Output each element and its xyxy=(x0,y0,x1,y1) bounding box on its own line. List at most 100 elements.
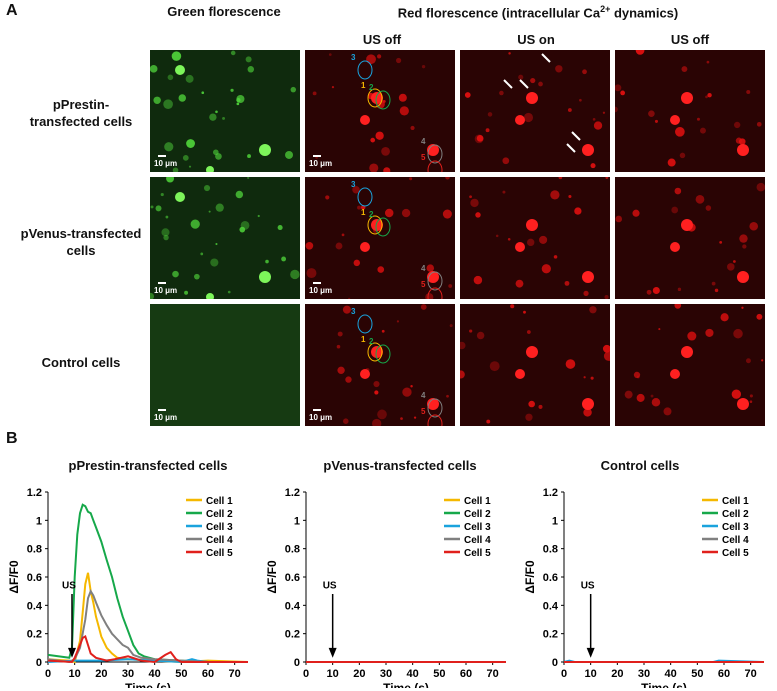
red-fluorescence-image: 1 2 3 4 5 10 μm xyxy=(305,177,455,299)
row-label-pvenus: pVenus-transfected cells xyxy=(20,226,142,258)
y-tick-label: 1.2 xyxy=(27,487,42,499)
scale-bar: 10 μm xyxy=(309,282,332,295)
us-annotation: US xyxy=(62,580,76,591)
cell-number-label: 3 xyxy=(351,53,356,62)
y-tick-label: 1 xyxy=(36,515,42,527)
legend-label: Cell 1 xyxy=(464,496,491,507)
legend-label: Cell 1 xyxy=(722,496,749,507)
cell-number-label: 5 xyxy=(421,153,426,162)
x-tick-label: 50 xyxy=(175,668,187,680)
chart-control: 0 0.2 0.4 0.6 0.8 1 1.2 0 10 20 30 40 50 60 70 Time (s)… xyxy=(523,487,765,688)
scale-bar: 10 μm xyxy=(154,155,177,168)
y-tick-label: 0.6 xyxy=(543,572,558,584)
y-tick-label: 0.4 xyxy=(27,600,43,612)
y-tick-label: 0.8 xyxy=(27,544,42,556)
green-header: Green florescence xyxy=(167,4,281,19)
y-axis-label: ΔF/F0 xyxy=(7,560,21,594)
x-tick-label: 10 xyxy=(585,668,597,680)
x-tick-label: 30 xyxy=(380,668,392,680)
cell-number-label: 1 xyxy=(361,208,366,217)
y-tick-label: 0.6 xyxy=(27,572,42,584)
legend-label: Cell 3 xyxy=(464,522,491,533)
legend-label: Cell 3 xyxy=(206,522,233,533)
x-tick-label: 60 xyxy=(460,668,472,680)
y-axis-label: ΔF/F0 xyxy=(265,560,279,594)
legend-label: Cell 5 xyxy=(464,548,491,559)
x-tick-label: 30 xyxy=(122,668,134,680)
legend-label: Cell 1 xyxy=(206,496,233,507)
x-tick-label: 40 xyxy=(665,668,677,680)
green-fluorescence-image: 10 μm xyxy=(150,177,300,299)
scale-bar: 10 μm xyxy=(154,282,177,295)
chart-title-pvenus: pVenus-transfected cells xyxy=(323,458,477,473)
red-fluorescence-image xyxy=(615,50,765,172)
series-line-cell-5 xyxy=(47,635,248,664)
cell-number-label: 2 xyxy=(369,210,374,219)
cell-number-label: 4 xyxy=(421,391,426,400)
x-tick-label: 20 xyxy=(95,668,107,680)
y-tick-label: 1 xyxy=(552,515,558,527)
us-arrowhead xyxy=(68,647,76,658)
x-tick-label: 40 xyxy=(407,668,419,680)
y-axis-label: ΔF/F0 xyxy=(523,560,537,594)
y-tick-label: 0.8 xyxy=(543,544,558,556)
cell-number-label: 2 xyxy=(369,337,374,346)
y-tick-label: 0.2 xyxy=(27,629,42,641)
x-tick-label: 0 xyxy=(303,668,309,680)
y-tick-label: 0.2 xyxy=(543,629,558,641)
cell-number-label: 4 xyxy=(421,137,426,146)
x-tick-label: 20 xyxy=(353,668,365,680)
us-arrowhead xyxy=(586,647,595,658)
legend-label: Cell 3 xyxy=(722,522,749,533)
x-axis-label: Time (s) xyxy=(125,681,171,688)
chart-title-control: Control cells xyxy=(600,458,680,473)
red-fluorescence-image xyxy=(615,304,765,426)
col-label-us-off-1: US off xyxy=(362,32,402,47)
y-tick-label: 1 xyxy=(294,515,300,527)
red-fluorescence-image xyxy=(460,50,610,172)
us-annotation: US xyxy=(323,580,337,591)
chart-pvenus: 0 0.2 0.4 0.6 0.8 1 1.2 0 10 20 30 40 50 60 70 Time (s)… xyxy=(265,487,506,688)
legend-label: Cell 2 xyxy=(206,509,233,520)
cell-number-label: 4 xyxy=(421,264,426,273)
panel-b-letter: B xyxy=(6,430,18,447)
red-header: Red florescence (intracellular Ca2+ dyna… xyxy=(397,4,679,21)
x-tick-label: 70 xyxy=(487,668,499,680)
x-tick-label: 60 xyxy=(202,668,214,680)
cell-number-label: 1 xyxy=(361,81,366,90)
cell-number-label: 3 xyxy=(351,180,356,189)
y-tick-label: 0.4 xyxy=(285,600,301,612)
panel-a-letter: A xyxy=(6,2,18,19)
y-tick-label: 0 xyxy=(552,657,558,669)
x-tick-label: 70 xyxy=(745,668,757,680)
x-tick-label: 10 xyxy=(69,668,81,680)
legend-label: Cell 5 xyxy=(206,548,233,559)
row-label-control: Control cells xyxy=(41,355,121,370)
y-tick-label: 0 xyxy=(36,657,42,669)
x-tick-label: 50 xyxy=(691,668,703,680)
x-tick-label: 20 xyxy=(611,668,623,680)
scale-bar: 10 μm xyxy=(309,155,332,168)
chart-title-pprestin: pPrestin-transfected cells xyxy=(68,458,228,473)
y-tick-label: 1.2 xyxy=(285,487,300,499)
x-tick-label: 40 xyxy=(149,668,161,680)
y-tick-label: 1.2 xyxy=(543,487,558,499)
cell-number-label: 1 xyxy=(361,335,366,344)
legend-label: Cell 5 xyxy=(722,548,749,559)
red-fluorescence-image: 1 2 3 4 5 10 μm xyxy=(305,304,455,426)
x-axis-label: Time (s) xyxy=(641,681,687,688)
legend-label: Cell 4 xyxy=(206,535,233,546)
col-label-us-on: US on xyxy=(517,32,555,47)
col-label-us-off-2: US off xyxy=(670,32,710,47)
us-arrowhead xyxy=(328,647,337,658)
y-tick-label: 0.4 xyxy=(543,600,559,612)
cell-number-label: 5 xyxy=(421,407,426,416)
legend-label: Cell 2 xyxy=(722,509,749,520)
x-tick-label: 70 xyxy=(229,668,241,680)
y-tick-label: 0.2 xyxy=(285,629,300,641)
red-fluorescence-image xyxy=(460,304,610,426)
scale-bar: 10 μm xyxy=(309,409,332,422)
red-fluorescence-image xyxy=(615,177,765,299)
x-tick-label: 50 xyxy=(433,668,445,680)
y-tick-label: 0 xyxy=(294,657,300,669)
